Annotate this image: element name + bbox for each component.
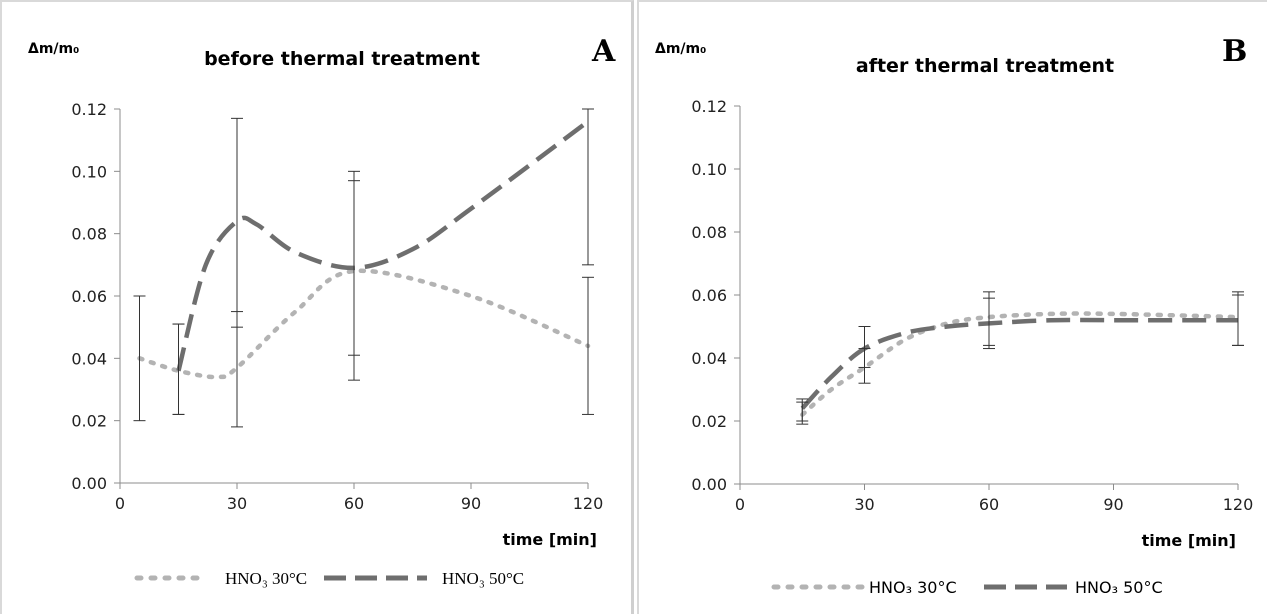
series-line-50c-b xyxy=(800,317,1238,410)
series-line-30c-a xyxy=(137,268,591,380)
legend-label-30c-b: HNO₃ 30°C xyxy=(869,578,957,597)
y-tick-label-b: 0.08 xyxy=(691,223,727,242)
y-tick-label-a: 0.02 xyxy=(71,412,107,431)
y-tick-label-b: 0.04 xyxy=(691,349,727,368)
y-tick-label-b: 0.06 xyxy=(691,286,727,305)
y-tick-label-b: 0.10 xyxy=(691,160,727,179)
ylabel-a: Δm/m₀ xyxy=(28,41,79,57)
x-tick-label-b: 30 xyxy=(854,495,874,514)
x-tick-label-a: 60 xyxy=(344,494,364,513)
xlabel-b: time [min] xyxy=(1142,531,1236,550)
legend-label-50c-a: HNO₃ 50°C xyxy=(442,569,524,588)
series-line-30c-b xyxy=(800,311,1241,417)
x-tick-label-b: 60 xyxy=(979,495,999,514)
legend-b: HNO₃ 30°C HNO₃ 50°C xyxy=(771,578,1163,597)
x-tick-label-b: 0 xyxy=(735,495,745,514)
x-tick-label-b: 90 xyxy=(1103,495,1123,514)
chart-a-svg: Δm/m₀ before thermal treatment A time [m… xyxy=(28,34,616,588)
x-tick-label-a: 30 xyxy=(227,494,247,513)
x-tick-label-b: 120 xyxy=(1223,495,1254,514)
y-tick-label-a: 0.00 xyxy=(71,474,107,493)
x-tick-label-a: 120 xyxy=(573,494,604,513)
ylabel-b: Δm/m₀ xyxy=(655,41,706,57)
y-tick-label-b: 0.02 xyxy=(691,412,727,431)
y-tick-label-b: 0.00 xyxy=(691,475,727,494)
series-line-50c-a xyxy=(176,119,590,372)
x-tick-label-a: 90 xyxy=(461,494,481,513)
y-tick-label-a: 0.10 xyxy=(71,162,107,181)
legend-label-30c-a: HNO₃ 30°C xyxy=(225,569,307,588)
chart-b-svg: Δm/m₀ after thermal treatment B time [mi… xyxy=(655,34,1253,597)
x-tick-label-a: 0 xyxy=(115,494,125,513)
legend-label-50c-b: HNO₃ 50°C xyxy=(1075,578,1163,597)
xlabel-a: time [min] xyxy=(503,530,597,549)
chart-panel-a: Δm/m₀ before thermal treatment A time [m… xyxy=(0,0,634,614)
y-tick-label-a: 0.06 xyxy=(71,287,107,306)
y-tick-label-a: 0.08 xyxy=(71,225,107,244)
y-tick-label-b: 0.12 xyxy=(691,97,727,116)
y-tick-label-a: 0.12 xyxy=(71,100,107,119)
legend-a: HNO₃ 30°C HNO₃ 50°C xyxy=(134,569,524,588)
title-a: before thermal treatment xyxy=(204,48,480,70)
panel-letter-b: B xyxy=(1222,34,1247,69)
title-b: after thermal treatment xyxy=(856,55,1114,77)
chart-panel-b: Δm/m₀ after thermal treatment B time [mi… xyxy=(637,0,1267,614)
panel-letter-a: A xyxy=(591,34,616,69)
y-tick-label-a: 0.04 xyxy=(71,349,107,368)
plot-area-a: 0.00 0.02 0.04 0.06 0.08 0.10 0.12 0 30 60 90 120 xyxy=(71,100,603,513)
plot-area-b: 0.00 0.02 0.04 0.06 0.08 0.10 0.12 0 30 60 90 120 xyxy=(691,97,1253,514)
